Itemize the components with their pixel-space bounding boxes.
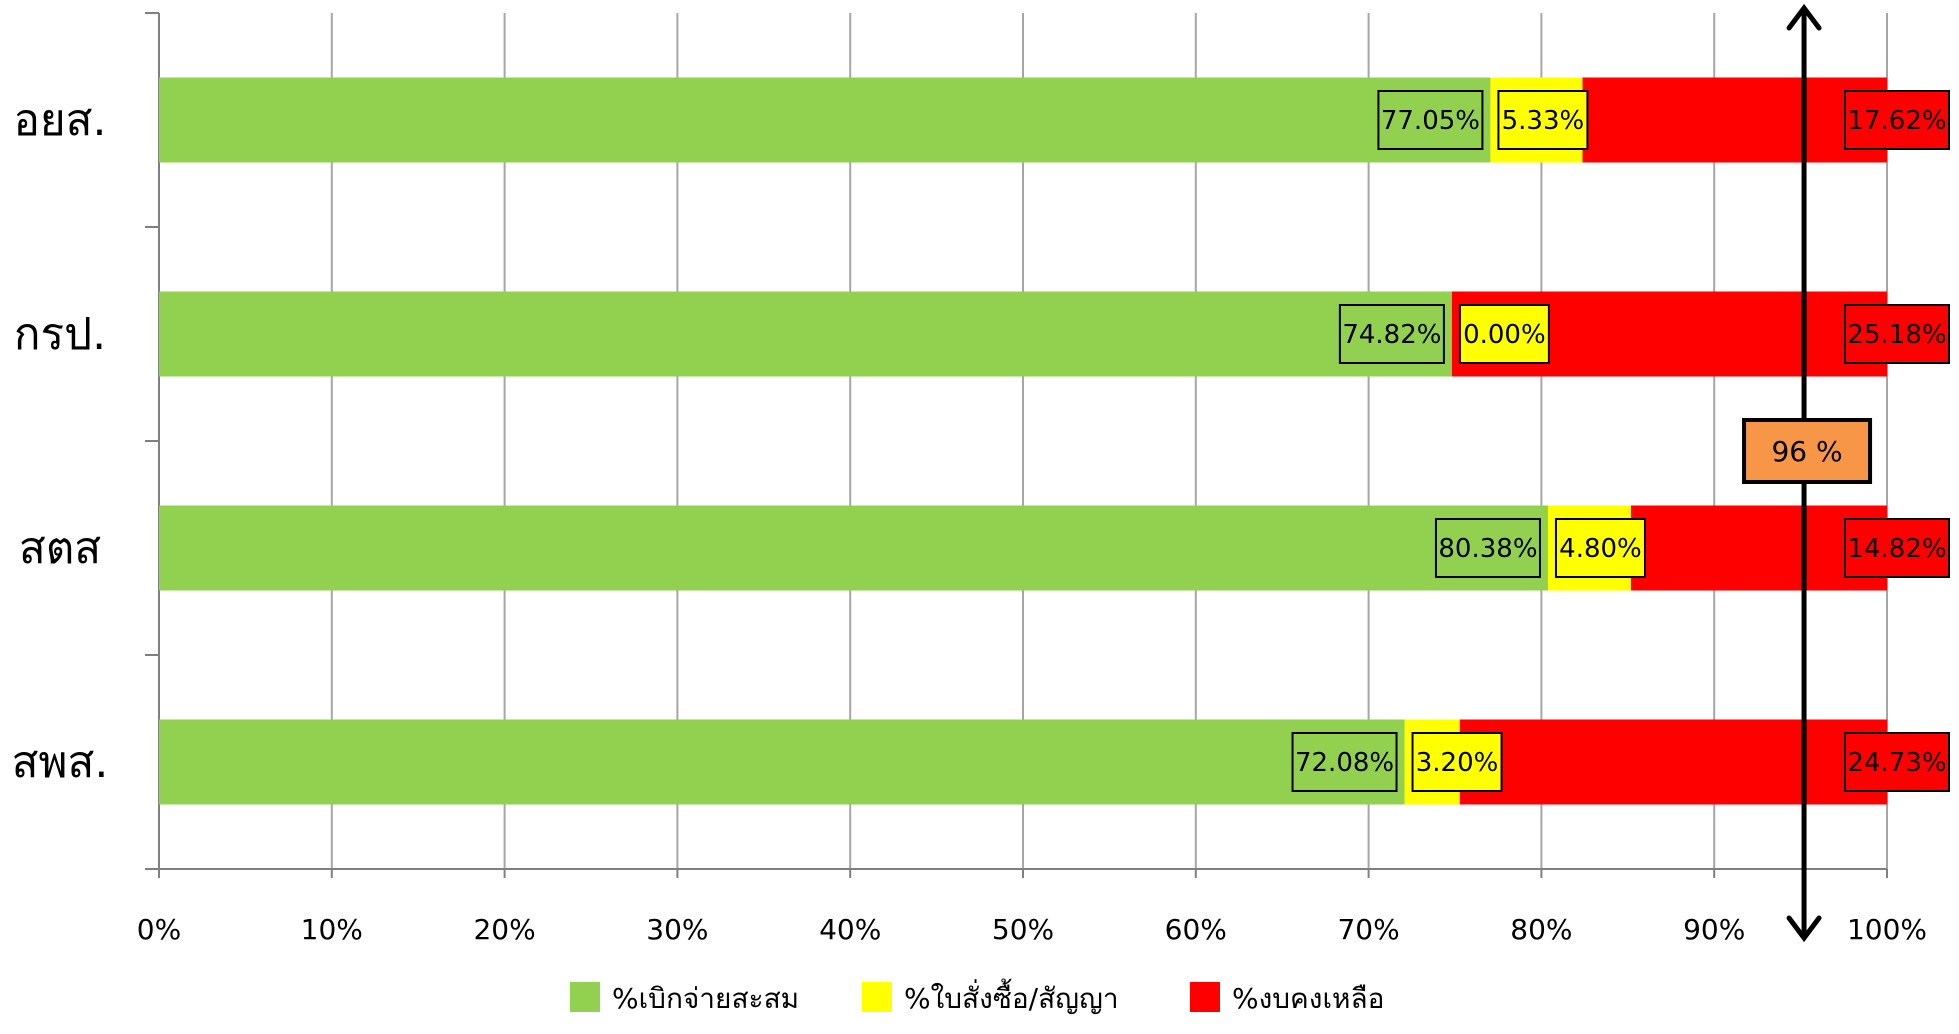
legend-label: %เบิกจ่ายสะสม [612, 982, 799, 1015]
x-tick-label: 60% [1165, 913, 1227, 946]
data-label-box [1377, 90, 1484, 150]
x-tick-label: 70% [1337, 913, 1399, 946]
legend-swatch [570, 982, 600, 1012]
data-label-box [1411, 732, 1503, 792]
data-label-box [1844, 732, 1950, 792]
data-label-box [1844, 304, 1950, 364]
x-tick-label: 20% [473, 913, 535, 946]
data-label: 74.82% [1342, 320, 1441, 350]
data-label-box [1458, 304, 1550, 364]
x-tick-label: 0% [137, 913, 181, 946]
data-label: 77.05% [1381, 106, 1480, 136]
data-label-box [1844, 518, 1950, 578]
x-tick-label: 50% [992, 913, 1054, 946]
data-label-box [1497, 90, 1589, 150]
bar-segment [159, 505, 1548, 591]
x-tick-label: 40% [819, 913, 881, 946]
data-label: 14.82% [1847, 534, 1946, 564]
target-line-group: 96 % [1742, 3, 1873, 943]
data-label: 72.08% [1295, 748, 1394, 778]
x-tick-labels: 0% 10% 20% 30% 40% 50% 60% 70% 80% 90% 100% [137, 913, 1927, 946]
target-label: 96 % [1771, 435, 1842, 468]
legend-label: %งบคงเหลือ [1232, 982, 1384, 1015]
data-labels: 77.05% 5.33% 17.62% 74.82% 0.00% 25.18% 80.38%… [1291, 90, 1950, 792]
arrow-down-icon [1786, 915, 1822, 943]
data-label-box [1291, 732, 1398, 792]
x-tick-label: 80% [1510, 913, 1572, 946]
target-label-box [1742, 418, 1873, 484]
x-tick-label: 30% [646, 913, 708, 946]
category-label: กรป. [14, 309, 106, 360]
legend: %เบิกจ่ายสะสม %ใบสั่งซื้อ/สัญญา %งบคงเหลือ [570, 978, 1384, 1015]
data-label: 25.18% [1847, 320, 1946, 350]
data-label: 5.33% [1502, 106, 1585, 136]
bar-segment [1582, 77, 1887, 163]
data-label-box [1844, 90, 1950, 150]
data-label: 0.00% [1463, 320, 1546, 350]
bar-segment [1459, 719, 1888, 805]
x-tick-label: 10% [301, 913, 363, 946]
data-label: 24.73% [1847, 748, 1946, 778]
category-label: สตส [19, 523, 101, 574]
legend-label: %ใบสั่งซื้อ/สัญญา [904, 978, 1119, 1015]
data-label: 80.38% [1438, 534, 1537, 564]
data-label: 3.20% [1416, 748, 1499, 778]
bar-segment [159, 719, 1405, 805]
data-label-box [1434, 518, 1541, 578]
legend-swatch [1190, 982, 1220, 1012]
data-label-box [1338, 304, 1445, 364]
data-label-box [1554, 518, 1646, 578]
category-label: สพส. [12, 737, 109, 788]
data-label: 4.80% [1559, 534, 1642, 564]
arrow-up-icon [1786, 3, 1822, 31]
bar-segment [159, 291, 1452, 377]
x-tick-label: 100% [1847, 913, 1927, 946]
category-label: อยส. [13, 95, 106, 146]
x-tick-label: 90% [1683, 913, 1745, 946]
data-label: 17.62% [1847, 106, 1946, 136]
legend-swatch [862, 982, 892, 1012]
bar-segment [159, 77, 1491, 163]
